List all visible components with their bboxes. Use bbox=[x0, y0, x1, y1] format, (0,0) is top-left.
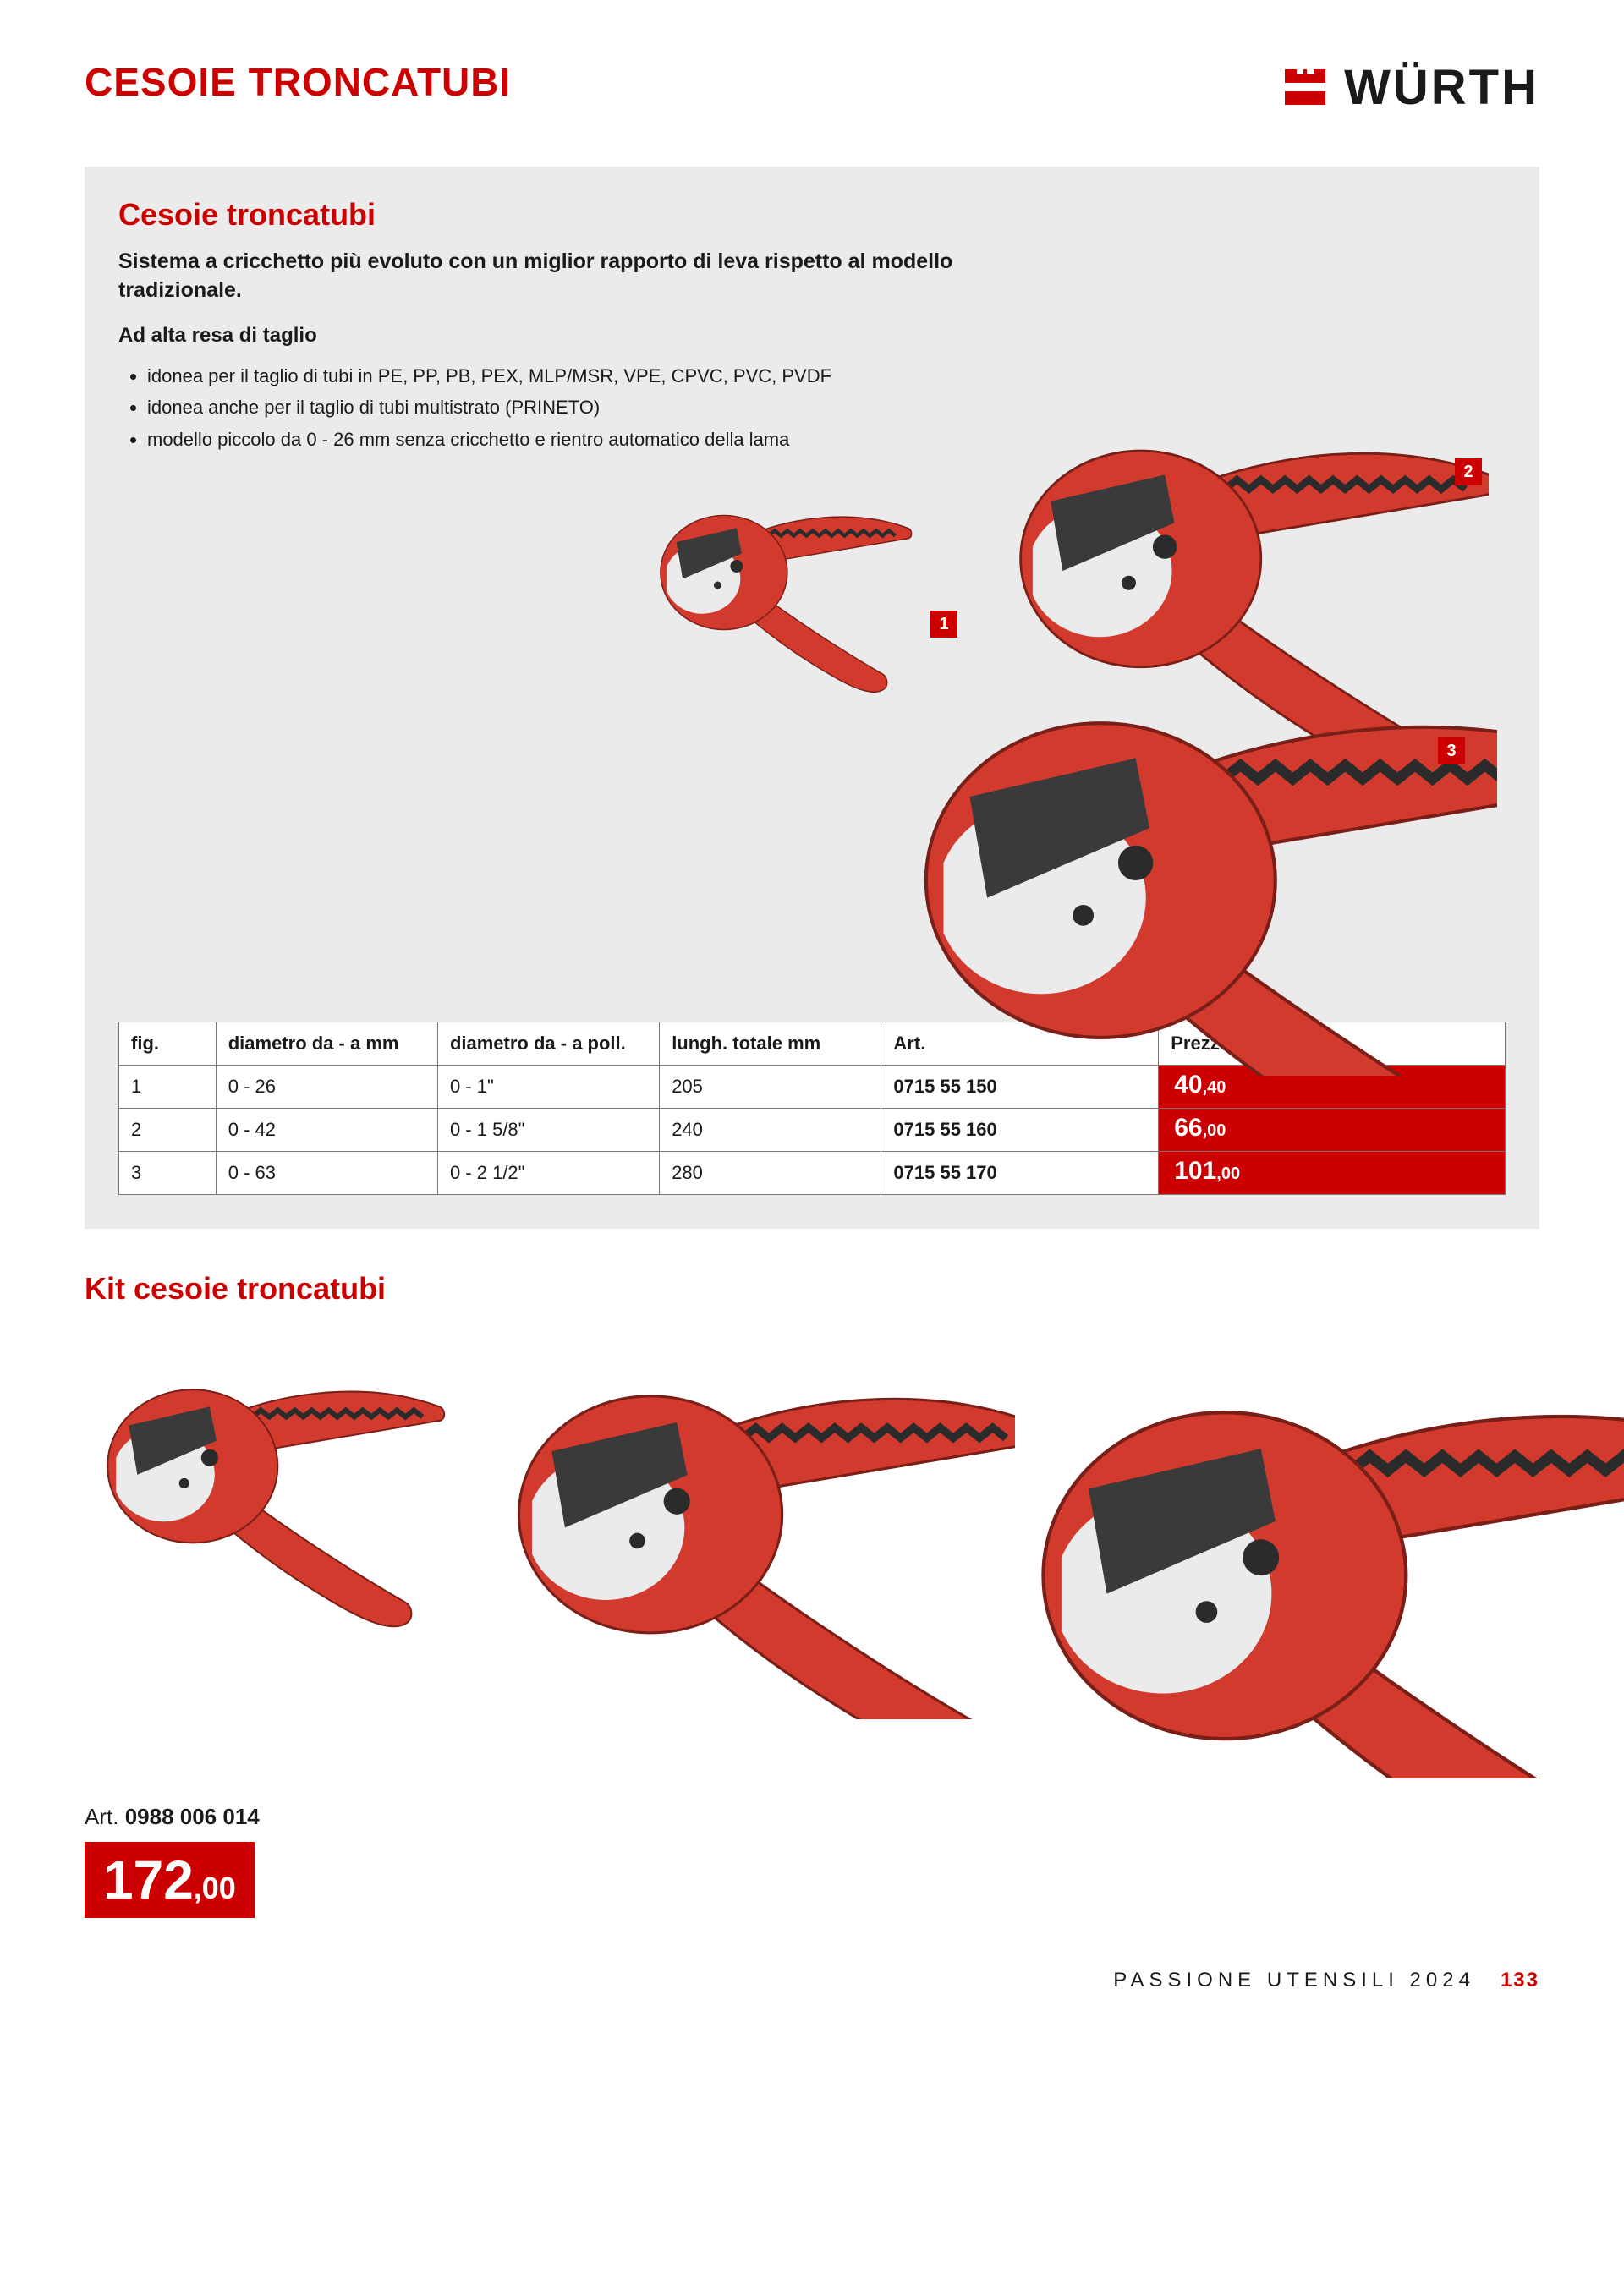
page-footer: PASSIONE UTENSILI 2024 133 bbox=[85, 1969, 1539, 1992]
figure-badge-2: 2 bbox=[1455, 458, 1482, 485]
kit-product-row bbox=[85, 1322, 1539, 1795]
table-row: 3 0 - 63 0 - 2 1/2" 280 0715 55 170 101,… bbox=[119, 1152, 1506, 1195]
table-body: 1 0 - 26 0 - 1" 205 0715 55 150 40,40 2 … bbox=[119, 1066, 1506, 1195]
th-fig: fig. bbox=[119, 1022, 217, 1066]
product-image-3 bbox=[854, 636, 1497, 1076]
table-row: 2 0 - 42 0 - 1 5/8" 240 0715 55 160 66,0… bbox=[119, 1109, 1506, 1152]
section-subhead: Ad alta resa di taglio bbox=[118, 324, 1506, 348]
wurth-logo-icon bbox=[1281, 64, 1329, 112]
art-code: 0988 006 014 bbox=[125, 1804, 260, 1829]
cell-dmm: 0 - 26 bbox=[216, 1066, 437, 1109]
cell-len: 280 bbox=[660, 1152, 881, 1195]
brand-logo: WÜRTH bbox=[1281, 59, 1539, 116]
section-kit: Kit cesoie troncatubi Art. 0988 006 014 … bbox=[85, 1271, 1539, 1918]
cell-fig: 3 bbox=[119, 1152, 217, 1195]
cell-din: 0 - 1 5/8" bbox=[437, 1109, 659, 1152]
cell-len: 240 bbox=[660, 1109, 881, 1152]
figure-badge-3: 3 bbox=[1438, 737, 1465, 764]
kit-image-3 bbox=[981, 1322, 1624, 1778]
cell-price: 66,00 bbox=[1159, 1109, 1506, 1152]
cell-art: 0715 55 160 bbox=[881, 1109, 1159, 1152]
cell-art: 0715 55 170 bbox=[881, 1152, 1159, 1195]
th-len: lungh. totale mm bbox=[660, 1022, 881, 1066]
price-dec: ,40 bbox=[1203, 1078, 1226, 1097]
cell-din: 0 - 2 1/2" bbox=[437, 1152, 659, 1195]
price-int: 101 bbox=[1174, 1157, 1216, 1185]
kit-image-1 bbox=[85, 1347, 491, 1652]
section-subtitle: Sistema a cricchetto più evoluto con un … bbox=[118, 248, 981, 305]
kit-image-2 bbox=[474, 1330, 1015, 1719]
price-dec: ,00 bbox=[1203, 1121, 1226, 1140]
price-dec: ,00 bbox=[1216, 1164, 1240, 1183]
cell-len: 205 bbox=[660, 1066, 881, 1109]
cell-dmm: 0 - 42 bbox=[216, 1109, 437, 1152]
cell-fig: 1 bbox=[119, 1066, 217, 1109]
cell-dmm: 0 - 63 bbox=[216, 1152, 437, 1195]
price-dec: ,00 bbox=[194, 1871, 236, 1905]
figure-badge-1: 1 bbox=[930, 611, 957, 638]
cell-din: 0 - 1" bbox=[437, 1066, 659, 1109]
price-int: 172 bbox=[103, 1849, 194, 1910]
product-hero: 1 2 3 bbox=[118, 357, 1506, 1000]
section-title: Cesoie troncatubi bbox=[118, 197, 1506, 233]
footer-text: PASSIONE UTENSILI 2024 bbox=[1113, 1969, 1475, 1992]
cell-fig: 2 bbox=[119, 1109, 217, 1152]
cell-price: 101,00 bbox=[1159, 1152, 1506, 1195]
kit-price: 172,00 bbox=[85, 1842, 255, 1918]
th-d-in: diametro da - a poll. bbox=[437, 1022, 659, 1066]
kit-art-line: Art. 0988 006 014 bbox=[85, 1804, 1539, 1830]
page-number: 133 bbox=[1501, 1969, 1539, 1992]
page-title: CESOIE TRONCATUBI bbox=[85, 59, 511, 105]
section-cesoie: Cesoie troncatubi Sistema a cricchetto p… bbox=[85, 167, 1539, 1229]
price-int: 66 bbox=[1174, 1114, 1202, 1142]
th-d-mm: diametro da - a mm bbox=[216, 1022, 437, 1066]
art-label: Art. bbox=[85, 1804, 118, 1829]
page-header: CESOIE TRONCATUBI WÜRTH bbox=[85, 59, 1539, 116]
kit-title: Kit cesoie troncatubi bbox=[85, 1271, 1539, 1307]
brand-name: WÜRTH bbox=[1344, 59, 1539, 116]
